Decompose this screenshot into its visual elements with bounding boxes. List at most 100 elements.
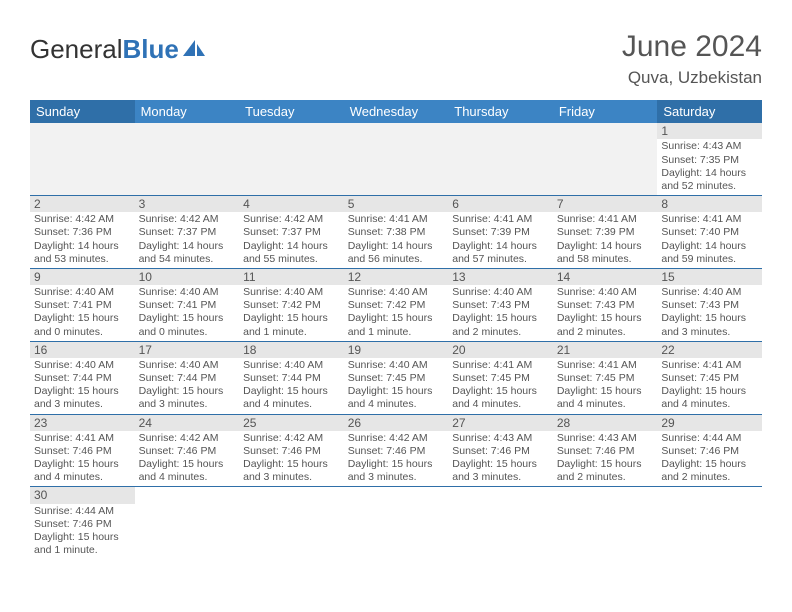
day-details: Sunrise: 4:40 AMSunset: 7:43 PMDaylight:… — [553, 285, 658, 341]
calendar-cell: 12Sunrise: 4:40 AMSunset: 7:42 PMDayligh… — [344, 268, 449, 341]
day-number: 13 — [448, 269, 553, 285]
weekday-head: Friday — [553, 100, 658, 123]
weekday-head: Sunday — [30, 100, 135, 123]
calendar-cell: 30Sunrise: 4:44 AMSunset: 7:46 PMDayligh… — [30, 487, 135, 559]
day-details: Sunrise: 4:40 AMSunset: 7:44 PMDaylight:… — [239, 358, 344, 414]
day-number: 18 — [239, 342, 344, 358]
day-details: Sunrise: 4:44 AMSunset: 7:46 PMDaylight:… — [657, 431, 762, 487]
calendar-row: 23Sunrise: 4:41 AMSunset: 7:46 PMDayligh… — [30, 414, 762, 487]
weekday-head: Wednesday — [344, 100, 449, 123]
calendar-cell: 2Sunrise: 4:42 AMSunset: 7:36 PMDaylight… — [30, 195, 135, 268]
weekday-head: Tuesday — [239, 100, 344, 123]
calendar-cell: 24Sunrise: 4:42 AMSunset: 7:46 PMDayligh… — [135, 414, 240, 487]
day-number: 2 — [30, 196, 135, 212]
day-number: 4 — [239, 196, 344, 212]
logo-text-2: Blue — [123, 36, 179, 62]
day-number: 29 — [657, 415, 762, 431]
weekday-row: Sunday Monday Tuesday Wednesday Thursday… — [30, 100, 762, 123]
calendar-cell: 15Sunrise: 4:40 AMSunset: 7:43 PMDayligh… — [657, 268, 762, 341]
day-number: 1 — [657, 123, 762, 139]
calendar-row: 1Sunrise: 4:43 AMSunset: 7:35 PMDaylight… — [30, 123, 762, 195]
day-details: Sunrise: 4:41 AMSunset: 7:38 PMDaylight:… — [344, 212, 449, 268]
day-details: Sunrise: 4:40 AMSunset: 7:43 PMDaylight:… — [448, 285, 553, 341]
logo-text-1: General — [30, 36, 123, 62]
calendar-row: 16Sunrise: 4:40 AMSunset: 7:44 PMDayligh… — [30, 341, 762, 414]
calendar-cell — [135, 487, 240, 559]
calendar-cell: 25Sunrise: 4:42 AMSunset: 7:46 PMDayligh… — [239, 414, 344, 487]
day-details: Sunrise: 4:40 AMSunset: 7:44 PMDaylight:… — [30, 358, 135, 414]
day-details: Sunrise: 4:42 AMSunset: 7:46 PMDaylight:… — [344, 431, 449, 487]
day-details: Sunrise: 4:40 AMSunset: 7:42 PMDaylight:… — [239, 285, 344, 341]
day-number: 25 — [239, 415, 344, 431]
day-number: 22 — [657, 342, 762, 358]
calendar-cell — [344, 487, 449, 559]
calendar-cell: 28Sunrise: 4:43 AMSunset: 7:46 PMDayligh… — [553, 414, 658, 487]
title-block: June 2024 Quva, Uzbekistan — [622, 30, 762, 88]
day-details: Sunrise: 4:40 AMSunset: 7:44 PMDaylight:… — [135, 358, 240, 414]
day-details: Sunrise: 4:43 AMSunset: 7:46 PMDaylight:… — [553, 431, 658, 487]
day-details: Sunrise: 4:42 AMSunset: 7:37 PMDaylight:… — [239, 212, 344, 268]
day-number: 30 — [30, 487, 135, 503]
calendar-cell: 3Sunrise: 4:42 AMSunset: 7:37 PMDaylight… — [135, 195, 240, 268]
calendar-cell: 29Sunrise: 4:44 AMSunset: 7:46 PMDayligh… — [657, 414, 762, 487]
day-number: 16 — [30, 342, 135, 358]
day-details: Sunrise: 4:42 AMSunset: 7:46 PMDaylight:… — [135, 431, 240, 487]
calendar-cell — [135, 123, 240, 195]
calendar-cell: 23Sunrise: 4:41 AMSunset: 7:46 PMDayligh… — [30, 414, 135, 487]
weekday-head: Saturday — [657, 100, 762, 123]
day-number: 17 — [135, 342, 240, 358]
calendar-cell — [553, 487, 658, 559]
calendar-cell — [553, 123, 658, 195]
calendar-cell — [30, 123, 135, 195]
day-details: Sunrise: 4:40 AMSunset: 7:42 PMDaylight:… — [344, 285, 449, 341]
day-number: 8 — [657, 196, 762, 212]
calendar-cell: 22Sunrise: 4:41 AMSunset: 7:45 PMDayligh… — [657, 341, 762, 414]
day-number: 24 — [135, 415, 240, 431]
calendar-cell: 19Sunrise: 4:40 AMSunset: 7:45 PMDayligh… — [344, 341, 449, 414]
calendar-cell: 16Sunrise: 4:40 AMSunset: 7:44 PMDayligh… — [30, 341, 135, 414]
calendar-cell: 13Sunrise: 4:40 AMSunset: 7:43 PMDayligh… — [448, 268, 553, 341]
day-details: Sunrise: 4:42 AMSunset: 7:37 PMDaylight:… — [135, 212, 240, 268]
calendar-cell: 20Sunrise: 4:41 AMSunset: 7:45 PMDayligh… — [448, 341, 553, 414]
calendar-cell: 7Sunrise: 4:41 AMSunset: 7:39 PMDaylight… — [553, 195, 658, 268]
calendar-cell — [239, 123, 344, 195]
day-number: 23 — [30, 415, 135, 431]
day-details: Sunrise: 4:41 AMSunset: 7:40 PMDaylight:… — [657, 212, 762, 268]
day-number: 5 — [344, 196, 449, 212]
day-details: Sunrise: 4:40 AMSunset: 7:41 PMDaylight:… — [135, 285, 240, 341]
calendar-cell: 14Sunrise: 4:40 AMSunset: 7:43 PMDayligh… — [553, 268, 658, 341]
day-number: 19 — [344, 342, 449, 358]
calendar-cell: 5Sunrise: 4:41 AMSunset: 7:38 PMDaylight… — [344, 195, 449, 268]
day-number: 3 — [135, 196, 240, 212]
day-number: 14 — [553, 269, 658, 285]
day-details: Sunrise: 4:42 AMSunset: 7:36 PMDaylight:… — [30, 212, 135, 268]
day-number: 20 — [448, 342, 553, 358]
day-details: Sunrise: 4:43 AMSunset: 7:35 PMDaylight:… — [657, 139, 762, 195]
calendar-cell: 4Sunrise: 4:42 AMSunset: 7:37 PMDaylight… — [239, 195, 344, 268]
sail-icon — [181, 36, 207, 62]
day-number: 28 — [553, 415, 658, 431]
calendar-cell: 27Sunrise: 4:43 AMSunset: 7:46 PMDayligh… — [448, 414, 553, 487]
calendar-row: 9Sunrise: 4:40 AMSunset: 7:41 PMDaylight… — [30, 268, 762, 341]
calendar-cell: 6Sunrise: 4:41 AMSunset: 7:39 PMDaylight… — [448, 195, 553, 268]
calendar-cell: 21Sunrise: 4:41 AMSunset: 7:45 PMDayligh… — [553, 341, 658, 414]
header: GeneralBlue June 2024 Quva, Uzbekistan — [30, 30, 762, 88]
weekday-head: Monday — [135, 100, 240, 123]
calendar-cell — [239, 487, 344, 559]
calendar-cell — [344, 123, 449, 195]
day-details: Sunrise: 4:40 AMSunset: 7:45 PMDaylight:… — [344, 358, 449, 414]
day-number: 9 — [30, 269, 135, 285]
day-number: 6 — [448, 196, 553, 212]
day-number: 27 — [448, 415, 553, 431]
calendar-row: 30Sunrise: 4:44 AMSunset: 7:46 PMDayligh… — [30, 487, 762, 559]
day-number: 15 — [657, 269, 762, 285]
day-number: 7 — [553, 196, 658, 212]
day-details: Sunrise: 4:41 AMSunset: 7:39 PMDaylight:… — [448, 212, 553, 268]
day-details: Sunrise: 4:44 AMSunset: 7:46 PMDaylight:… — [30, 504, 135, 560]
calendar-cell: 9Sunrise: 4:40 AMSunset: 7:41 PMDaylight… — [30, 268, 135, 341]
calendar-cell: 26Sunrise: 4:42 AMSunset: 7:46 PMDayligh… — [344, 414, 449, 487]
calendar-page: GeneralBlue June 2024 Quva, Uzbekistan S… — [0, 0, 792, 559]
day-number: 10 — [135, 269, 240, 285]
day-number: 26 — [344, 415, 449, 431]
calendar-cell — [448, 123, 553, 195]
